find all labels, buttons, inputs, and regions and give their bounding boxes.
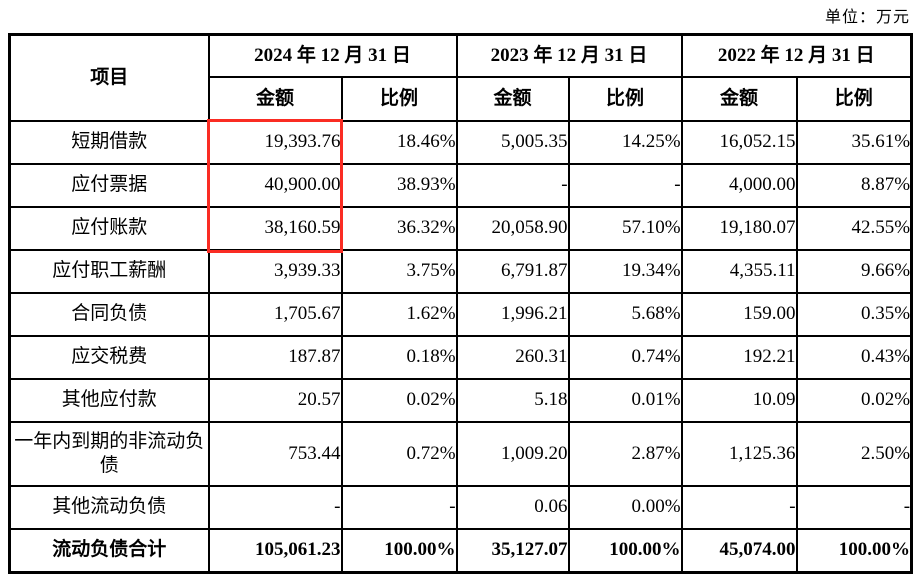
ratio-cell: 0.01%	[567, 377, 683, 423]
amount-cell: 1,009.20	[455, 420, 570, 487]
ratio-cell: -	[795, 484, 913, 530]
ratio-cell: 0.18%	[340, 334, 458, 380]
table-row: 应付职工薪酬 3,939.33 3.75% 6,791.87 19.34% 4,…	[8, 248, 913, 294]
row-item-label: 一年内到期的非流动负债	[8, 420, 210, 487]
ratio-cell: 18.46%	[340, 119, 458, 165]
table-row: 一年内到期的非流动负债 753.44 0.72% 1,009.20 2.87% …	[8, 420, 913, 487]
amount-cell: 40,900.00	[207, 162, 343, 208]
row-item-label: 合同负债	[8, 291, 210, 337]
amount-cell: 192.21	[680, 334, 798, 380]
row-item-label: 其他流动负债	[8, 484, 210, 530]
ratio-cell: 38.93%	[340, 162, 458, 208]
table-row: 应付账款 38,160.59 36.32% 20,058.90 57.10% 1…	[8, 205, 913, 251]
ratio-cell: 42.55%	[795, 205, 913, 251]
ratio-cell: 5.68%	[567, 291, 683, 337]
ratio-cell: 0.02%	[795, 377, 913, 423]
ratio-cell: 0.43%	[795, 334, 913, 380]
amount-cell: 20.57	[207, 377, 343, 423]
amount-cell: 19,393.76	[207, 119, 343, 165]
ratio-cell: 100.00%	[567, 527, 683, 574]
row-item-label: 短期借款	[8, 119, 210, 165]
header-ratio-2023: 比例	[567, 75, 683, 122]
amount-cell: 38,160.59	[207, 205, 343, 251]
amount-cell: 45,074.00	[680, 527, 798, 574]
header-amount-2024: 金额	[207, 75, 343, 122]
header-ratio-2024: 比例	[340, 75, 458, 122]
header-ratio-2022: 比例	[795, 75, 913, 122]
header-date-2024: 2024 年 12 月 31 日	[207, 33, 458, 78]
amount-cell: -	[207, 484, 343, 530]
amount-cell: 10.09	[680, 377, 798, 423]
ratio-cell: 100.00%	[795, 527, 913, 574]
table-row: 应交税费 187.87 0.18% 260.31 0.74% 192.21 0.…	[8, 334, 913, 380]
ratio-cell: 9.66%	[795, 248, 913, 294]
amount-cell: 1,705.67	[207, 291, 343, 337]
ratio-cell: 0.74%	[567, 334, 683, 380]
row-item-label: 应付账款	[8, 205, 210, 251]
ratio-cell: 0.35%	[795, 291, 913, 337]
ratio-cell: 8.87%	[795, 162, 913, 208]
amount-cell: 5.18	[455, 377, 570, 423]
ratio-cell: 14.25%	[567, 119, 683, 165]
amount-cell: 187.87	[207, 334, 343, 380]
total-row: 流动负债合计 105,061.23 100.00% 35,127.07 100.…	[8, 527, 913, 574]
header-amount-2022: 金额	[680, 75, 798, 122]
amount-cell: 19,180.07	[680, 205, 798, 251]
unit-label: 单位：万元	[824, 9, 910, 26]
amount-cell: 1,996.21	[455, 291, 570, 337]
ratio-cell: 3.75%	[340, 248, 458, 294]
ratio-cell: -	[567, 162, 683, 208]
liabilities-table: 项目 2024 年 12 月 31 日 2023 年 12 月 31 日 202…	[8, 33, 914, 574]
amount-cell: 753.44	[207, 420, 343, 487]
header-row-sublabels: 金额 比例 金额 比例 金额 比例	[10, 75, 913, 122]
header-item: 项目	[8, 33, 210, 122]
amount-cell: 35,127.07	[455, 527, 570, 574]
header-amount-2023: 金额	[455, 75, 570, 122]
amount-cell: -	[455, 162, 570, 208]
ratio-cell: 0.00%	[567, 484, 683, 530]
amount-cell: 5,005.35	[455, 119, 570, 165]
ratio-cell: 35.61%	[795, 119, 913, 165]
amount-cell: 16,052.15	[680, 119, 798, 165]
row-item-label: 应交税费	[8, 334, 210, 380]
table-row: 合同负债 1,705.67 1.62% 1,996.21 5.68% 159.0…	[8, 291, 913, 337]
amount-cell: 3,939.33	[207, 248, 343, 294]
table-row: 应付票据 40,900.00 38.93% - - 4,000.00 8.87%	[8, 162, 913, 208]
amount-cell: 260.31	[455, 334, 570, 380]
ratio-cell: -	[340, 484, 458, 530]
ratio-cell: 57.10%	[567, 205, 683, 251]
ratio-cell: 0.72%	[340, 420, 458, 487]
ratio-cell: 19.34%	[567, 248, 683, 294]
ratio-cell: 36.32%	[340, 205, 458, 251]
table-row: 其他流动负债 - - 0.06 0.00% - -	[8, 484, 913, 530]
amount-cell: 4,355.11	[680, 248, 798, 294]
ratio-cell: 2.50%	[795, 420, 913, 487]
amount-cell: 0.06	[455, 484, 570, 530]
row-item-label: 应付票据	[8, 162, 210, 208]
amount-cell: 1,125.36	[680, 420, 798, 487]
header-date-2022: 2022 年 12 月 31 日	[680, 33, 913, 78]
header-date-2023: 2023 年 12 月 31 日	[455, 33, 683, 78]
row-item-label: 其他应付款	[8, 377, 210, 423]
table-row: 短期借款 19,393.76 18.46% 5,005.35 14.25% 16…	[8, 119, 913, 165]
total-row-label: 流动负债合计	[8, 527, 210, 574]
header-row-dates: 项目 2024 年 12 月 31 日 2023 年 12 月 31 日 202…	[8, 33, 913, 122]
ratio-cell: 2.87%	[567, 420, 683, 487]
amount-cell: 4,000.00	[680, 162, 798, 208]
amount-cell: 6,791.87	[455, 248, 570, 294]
amount-cell: 159.00	[680, 291, 798, 337]
amount-cell: 20,058.90	[455, 205, 570, 251]
row-item-label: 应付职工薪酬	[8, 248, 210, 294]
ratio-cell: 1.62%	[340, 291, 458, 337]
amount-cell: 105,061.23	[207, 527, 343, 574]
ratio-cell: 0.02%	[340, 377, 458, 423]
amount-cell: -	[680, 484, 798, 530]
ratio-cell: 100.00%	[340, 527, 458, 574]
table-row: 其他应付款 20.57 0.02% 5.18 0.01% 10.09 0.02%	[8, 377, 913, 423]
